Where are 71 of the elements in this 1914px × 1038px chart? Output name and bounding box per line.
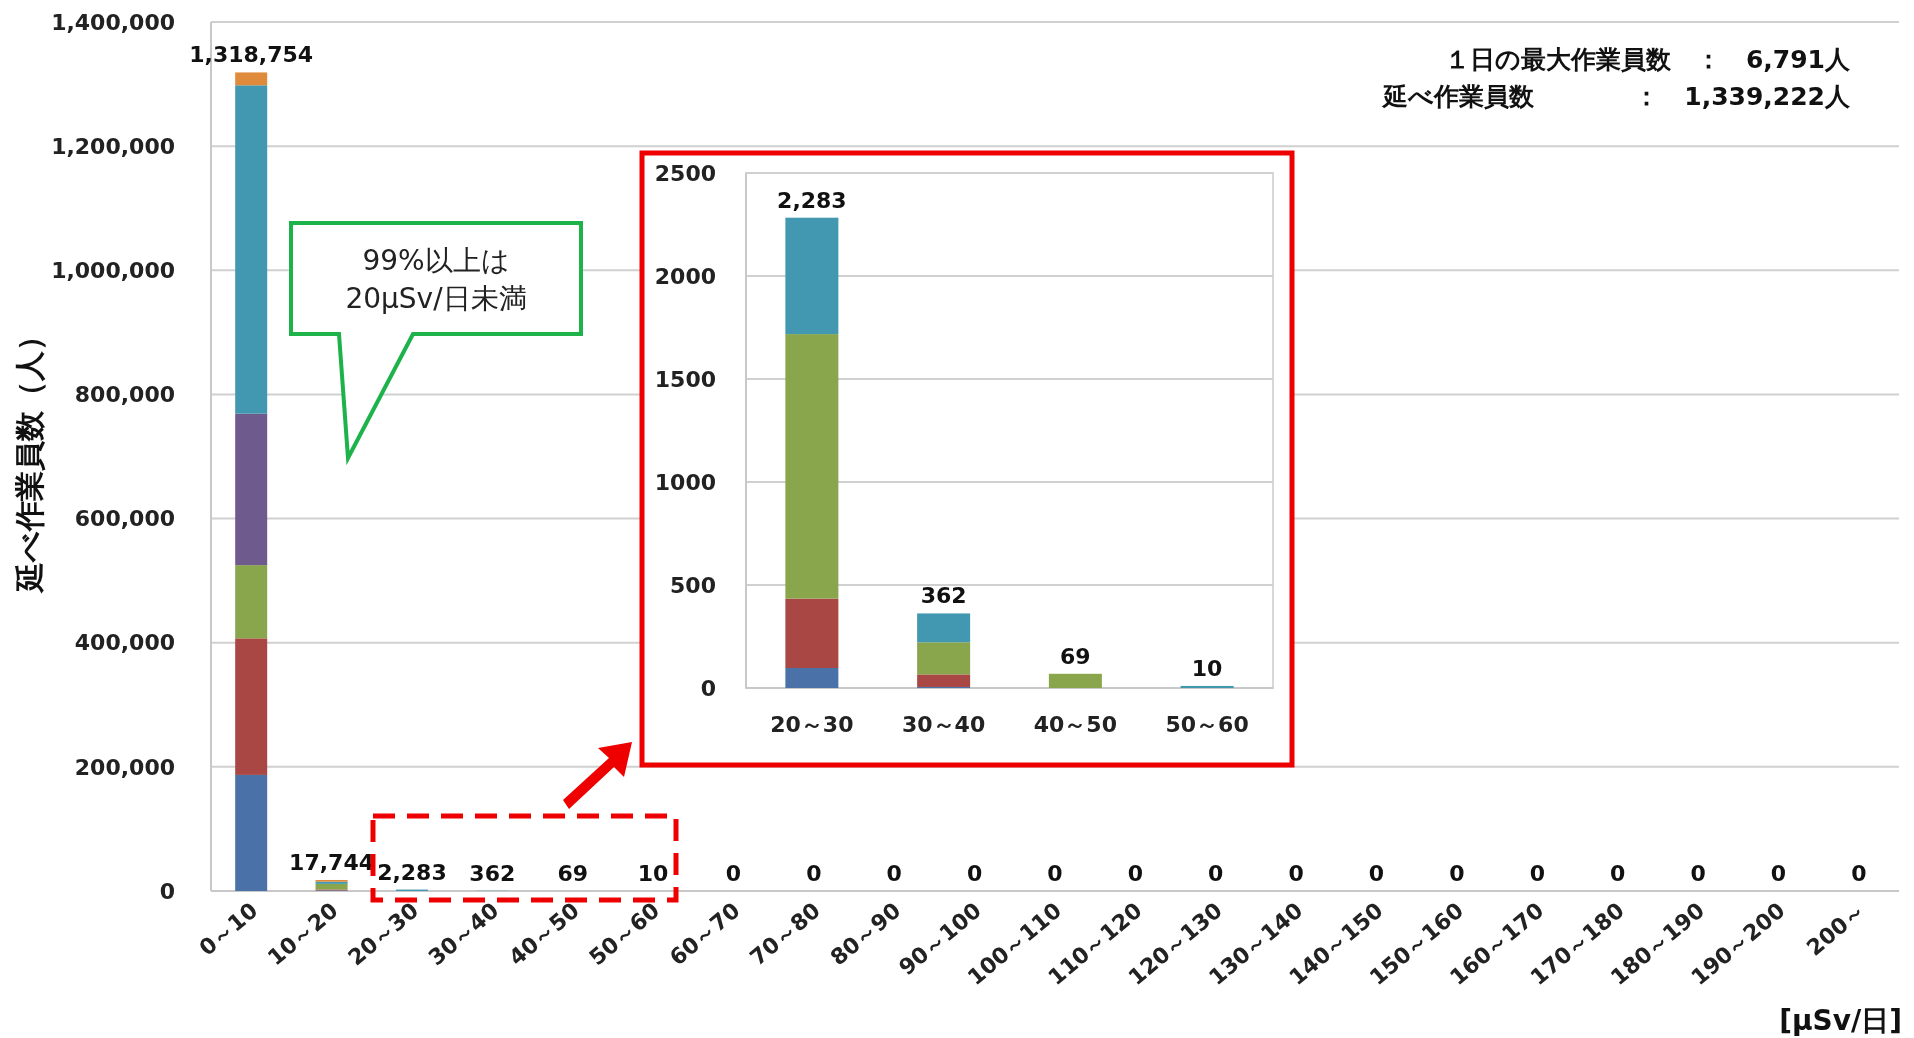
- total-label: 0: [1047, 861, 1063, 886]
- total-label: 10: [1191, 655, 1223, 681]
- y-tick-label: 1,400,000: [51, 9, 175, 35]
- y-tick-label: 600,000: [74, 506, 175, 532]
- y-tick-label: 0: [700, 675, 716, 701]
- total-label: 362: [469, 860, 516, 886]
- bar: [1180, 685, 1234, 688]
- bar: [235, 72, 268, 86]
- x-tick-label: 50～60: [1165, 712, 1249, 737]
- bar: [235, 774, 268, 891]
- total-label: 0: [1288, 861, 1304, 886]
- bar: [785, 668, 839, 688]
- annotation: １日の最大作業員数 ： 6,791人: [1444, 45, 1851, 74]
- x-tick-label: 0～10: [194, 897, 263, 961]
- total-label: 0: [1368, 861, 1385, 886]
- y-tick-label: 1,200,000: [51, 133, 175, 159]
- x-tick-label: 20～30: [343, 897, 424, 971]
- y-tick-label: 2000: [654, 263, 716, 289]
- bar: [235, 638, 268, 775]
- x-tick-label: 10～20: [262, 897, 343, 971]
- x-tick-label: 30～40: [423, 897, 504, 971]
- total-label: 0: [806, 861, 822, 886]
- bar: [917, 674, 971, 687]
- total-label: 0: [1449, 861, 1465, 886]
- bar: [235, 85, 268, 414]
- y-tick-label: 2500: [654, 160, 716, 186]
- bar: [1048, 673, 1102, 688]
- total-label: 69: [557, 860, 589, 886]
- bar: [917, 642, 971, 675]
- y-tick-label: 400,000: [74, 630, 175, 656]
- y-tick-label: 1500: [654, 366, 716, 392]
- x-tick-label: 40～50: [1033, 712, 1117, 737]
- total-label: 2,283: [777, 187, 847, 213]
- total-label: 1,318,754: [189, 42, 314, 68]
- x-tick-label: 30～40: [902, 712, 986, 737]
- total-label: 69: [1060, 643, 1091, 669]
- total-label: 17,744: [289, 849, 375, 875]
- total-label: 0: [1529, 861, 1545, 886]
- bar: [235, 565, 268, 639]
- annotation: 延べ作業員数 ： 1,339,222人: [1381, 82, 1851, 111]
- total-label: 362: [920, 583, 967, 609]
- bar: [235, 413, 268, 566]
- total-label: 0: [966, 861, 983, 886]
- x-tick-label: 50～60: [584, 897, 665, 971]
- y-tick-label: 1000: [654, 469, 716, 495]
- total-label: 0: [725, 861, 742, 886]
- bar: [785, 334, 839, 599]
- annotation: 99%以上は 20μSv/日未満: [345, 244, 527, 315]
- total-label: 2,283: [377, 859, 447, 885]
- total-label: 0: [886, 861, 902, 886]
- bar: [785, 598, 839, 669]
- x-tick-label: 40～50: [504, 897, 584, 971]
- x-tick-label: 20～30: [770, 712, 854, 737]
- total-label: 0: [1127, 861, 1144, 886]
- y-axis-title: 延べ作業員数（人）: [12, 321, 47, 594]
- total-label: 0: [1690, 861, 1706, 886]
- x-axis-title: [μSv/日]: [1779, 1004, 1902, 1037]
- y-tick-label: 0: [159, 878, 175, 904]
- y-tick-label: 200,000: [74, 754, 175, 780]
- y-tick-label: 800,000: [74, 382, 175, 408]
- total-label: 0: [1208, 861, 1224, 886]
- bar: [917, 613, 971, 643]
- bar: [785, 217, 839, 335]
- y-tick-label: 500: [670, 572, 716, 598]
- total-label: 0: [1851, 861, 1867, 886]
- x-tick-label: 70～80: [745, 897, 826, 971]
- x-tick-label: 60～70: [664, 897, 745, 971]
- y-tick-label: 1,000,000: [51, 257, 175, 283]
- total-label: 0: [1770, 861, 1787, 886]
- total-label: 0: [1610, 861, 1626, 886]
- total-label: 10: [637, 860, 669, 886]
